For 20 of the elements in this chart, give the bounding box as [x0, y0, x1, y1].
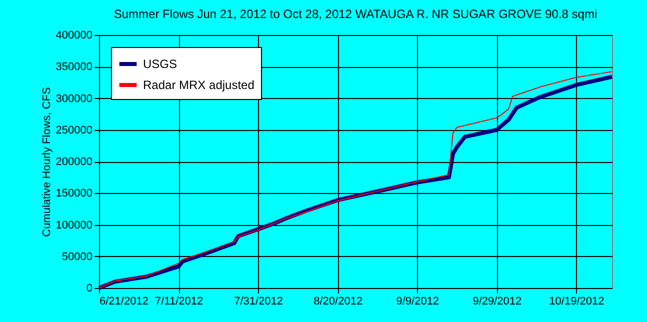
- x-tick-label: 7/31/2012: [234, 296, 284, 308]
- x-tick-label: 9/9/2012: [396, 296, 440, 308]
- x-tick-label: 8/20/2012: [314, 296, 363, 308]
- x-tick-label: 10/19/2012: [549, 296, 604, 308]
- y-tick-label: 250000: [56, 124, 92, 136]
- y-axis-title: Cumulative Hourly Flows, CFS: [40, 87, 53, 237]
- y-tick-label: 0: [86, 282, 92, 294]
- y-tick-label: 200000: [56, 156, 92, 168]
- y-tick-label: 350000: [56, 61, 92, 74]
- y-tick-label: 150000: [56, 188, 92, 200]
- x-tick-label: 7/11/2012: [154, 296, 204, 308]
- x-tick-label: 6/21/2012: [100, 296, 148, 308]
- x-tick-label: 9/29/2012: [472, 296, 522, 308]
- y-tick-label: 400000: [56, 30, 92, 42]
- y-tick-label: 300000: [56, 92, 92, 105]
- legend-label: Radar MRX adjusted: [143, 78, 254, 92]
- chart-title: Summer Flows Jun 21, 2012 to Oct 28, 2012 WATAUGA R. NR SUGAR GROVE 90.8 sqmi: [114, 7, 598, 21]
- y-tick-label: 50000: [62, 250, 92, 263]
- y-tick-label: 100000: [56, 219, 92, 232]
- legend-label: USGS: [143, 57, 178, 71]
